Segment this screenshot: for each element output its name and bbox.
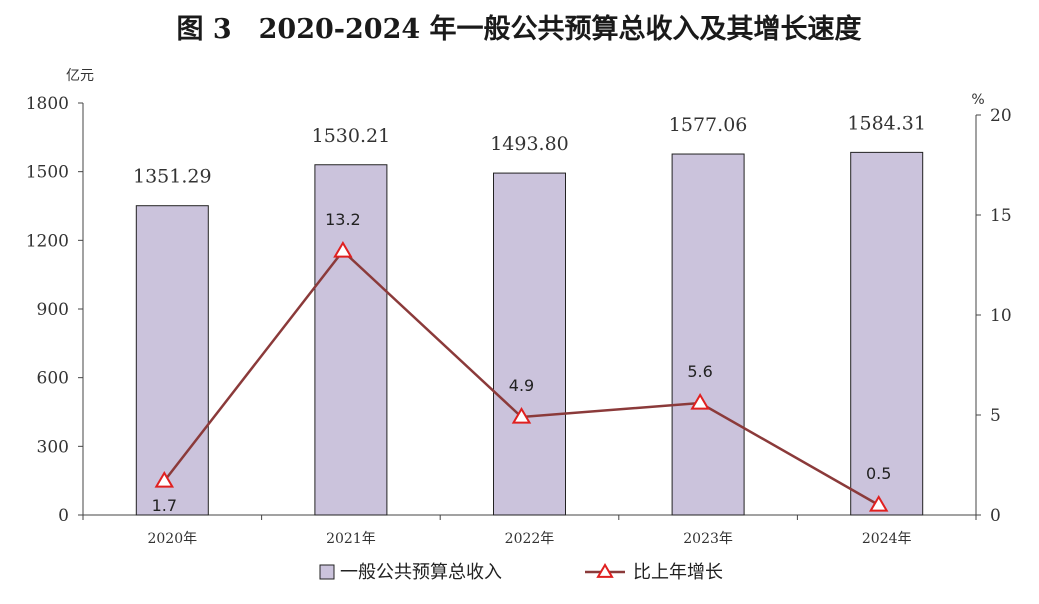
growth-marker [690,393,710,410]
growth-value-label: 1.7 [152,496,177,515]
left-tick-label: 1200 [26,231,69,251]
left-tick-label: 300 [37,437,69,457]
chart-title: 图 3 2020-2024 年一般公共预算总收入及其增长速度 [176,13,861,45]
left-tick-label: 1800 [26,94,69,114]
bar-value-label: 1584.31 [847,112,926,134]
bar-value-label: 1493.80 [490,133,569,155]
bar-value-label: 1577.06 [669,114,748,136]
growth-value-label: 13.2 [325,210,361,229]
legend: 一般公共预算总收入 比上年增长 [319,562,723,583]
axes-layer: 0 300 600 900 1200 1500 1800 0 5 10 15 20 2020年 2021年… [26,94,1012,547]
growth-value-label: 0.5 [866,464,891,483]
right-tick-label: 15 [990,206,1012,226]
growth-marker [511,407,532,424]
bar-value-label: 1351.29 [133,166,212,188]
bar [671,153,745,516]
left-tick-label: 1500 [26,163,69,183]
growth-marker [154,471,175,488]
left-tick-label: 900 [37,300,69,320]
right-tick-label: 0 [990,506,1001,526]
growth-marker [333,241,353,258]
x-tick-label: 2020年 [147,531,197,547]
bars-layer [135,151,924,516]
bar-value-label: 1530.21 [312,125,391,147]
x-tick-label: 2021年 [326,531,376,547]
right-tick-label: 20 [990,106,1012,126]
bar [493,172,566,516]
growth-value-label: 4.9 [509,376,534,395]
right-tick-label: 10 [990,306,1012,326]
legend-bar-swatch [319,564,335,580]
growth-value-label: 5.6 [687,362,712,381]
growth-marker [868,495,889,512]
bar [135,205,209,516]
line-layer [154,241,889,512]
right-axis-unit: % [971,92,984,108]
left-tick-label: 600 [37,369,69,389]
legend-line-label: 比上年增长 [633,562,723,583]
x-tick-label: 2023年 [683,531,733,547]
right-tick-label: 5 [990,406,1001,426]
left-tick-label: 0 [58,506,69,526]
left-axis-unit: 亿元 [66,68,94,84]
legend-bar-label: 一般公共预算总收入 [340,562,502,583]
x-tick-label: 2022年 [505,531,555,547]
bar [850,151,924,516]
labels-layer: 1351.29 1530.21 1493.80 1577.06 1584.31 1.7 13… [133,112,926,515]
x-tick-label: 2024年 [862,531,912,547]
legend-line-marker [596,563,614,578]
bar [314,164,388,516]
